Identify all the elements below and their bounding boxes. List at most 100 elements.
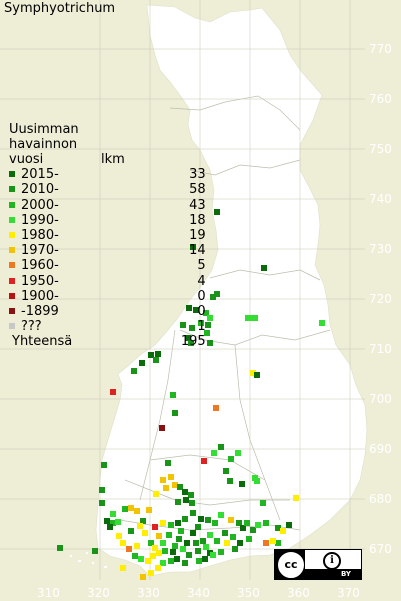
observation-square — [280, 528, 286, 534]
observation-square — [116, 533, 122, 539]
legend-item: 2000- 43 — [9, 198, 206, 213]
legend: Uusimman havainnon vuosi lkm 2015- 33 2010… — [9, 122, 206, 349]
y-label: 670 — [369, 542, 392, 556]
observation-square — [250, 527, 256, 533]
observation-square — [195, 548, 201, 554]
legend-item-label: 1900- — [21, 288, 59, 304]
observation-square — [134, 543, 140, 549]
observation-square — [189, 325, 195, 331]
observation-square — [218, 512, 224, 518]
observation-square — [205, 322, 211, 328]
legend-swatch — [9, 231, 15, 238]
observation-square — [201, 458, 207, 464]
legend-total-count: 195 — [180, 334, 206, 350]
observation-square — [193, 307, 199, 313]
observation-square — [166, 532, 172, 538]
observation-square — [195, 524, 201, 530]
observation-square — [134, 508, 140, 514]
observation-square — [254, 372, 260, 378]
legend-swatch — [9, 323, 15, 330]
x-label: 330 — [137, 586, 160, 600]
observation-square — [232, 546, 238, 552]
observation-square — [175, 499, 181, 505]
y-label: 690 — [369, 442, 392, 456]
observation-square — [207, 532, 213, 538]
observation-square — [213, 405, 219, 411]
legend-item-label: 2015- — [21, 167, 59, 183]
legend-item-count: 58 — [189, 182, 206, 198]
observation-square — [240, 525, 246, 531]
legend-item-label: -1899 — [21, 303, 59, 319]
observation-square — [193, 540, 199, 546]
observation-square — [139, 360, 145, 366]
legend-heading-line: havainnon — [9, 137, 78, 152]
observation-square — [180, 546, 186, 552]
x-axis-labels: 310 320 330 340 350 360 370 — [37, 586, 360, 600]
legend-item-count: 0 — [197, 288, 206, 304]
observation-square — [270, 538, 276, 544]
legend-item-label: 2010- — [21, 182, 59, 198]
observation-square — [186, 552, 192, 558]
observation-square — [186, 305, 192, 311]
observation-square — [293, 495, 299, 501]
observation-square — [142, 530, 148, 536]
observation-square — [275, 540, 281, 546]
observation-square — [202, 556, 208, 562]
observation-square — [190, 244, 196, 250]
observation-square — [152, 545, 158, 551]
observation-square — [160, 520, 166, 526]
legend-item: -1899 0 — [9, 303, 206, 319]
observation-square — [207, 340, 213, 346]
observation-square — [196, 558, 202, 564]
observation-square — [255, 522, 261, 528]
observation-square — [188, 492, 194, 498]
legend-total: Yhteensä 195 — [9, 334, 206, 349]
observation-square — [245, 315, 251, 321]
observation-square — [203, 544, 209, 550]
legend-swatch — [9, 247, 15, 254]
observation-square — [223, 468, 229, 474]
cc-by-license-badge[interactable]: cc i BY — [274, 549, 362, 580]
x-label: 350 — [237, 586, 260, 600]
legend-item: ??? 1 — [9, 319, 206, 335]
observation-square — [132, 553, 138, 559]
observation-square — [190, 530, 196, 536]
legend-item-count: 43 — [189, 197, 206, 213]
y-label: 710 — [369, 342, 392, 356]
cc-logo: cc — [275, 550, 305, 579]
observation-square — [184, 540, 190, 546]
observation-square — [165, 460, 171, 466]
observation-square — [260, 500, 266, 506]
observation-square — [150, 553, 156, 559]
legend-swatch — [9, 292, 15, 299]
legend-col-count: lkm — [101, 152, 125, 167]
observation-square — [156, 533, 162, 539]
observation-square — [252, 315, 258, 321]
legend-swatch — [9, 216, 15, 223]
observation-square — [263, 520, 269, 526]
y-label: 680 — [369, 492, 392, 506]
observation-square — [140, 518, 146, 524]
observation-square — [163, 485, 169, 491]
x-label: 320 — [87, 586, 110, 600]
observation-square — [214, 291, 220, 297]
legend-item: 1960- 5 — [9, 258, 206, 273]
y-label: 760 — [369, 92, 392, 106]
observation-square — [168, 474, 174, 480]
observation-square — [190, 510, 196, 516]
observation-square — [236, 520, 242, 526]
observation-square — [214, 209, 220, 215]
legend-item-label: ??? — [21, 319, 42, 335]
observation-square — [182, 516, 188, 522]
legend-item: 1990- 18 — [9, 213, 206, 228]
observation-square — [156, 550, 162, 556]
observation-square — [227, 478, 233, 484]
observation-square — [180, 322, 186, 328]
observation-square — [137, 523, 143, 529]
observation-squares — [57, 209, 325, 580]
observation-square — [168, 558, 174, 564]
legend-item: 2010- 58 — [9, 182, 206, 198]
observation-square — [107, 524, 113, 530]
observation-square — [239, 481, 245, 487]
